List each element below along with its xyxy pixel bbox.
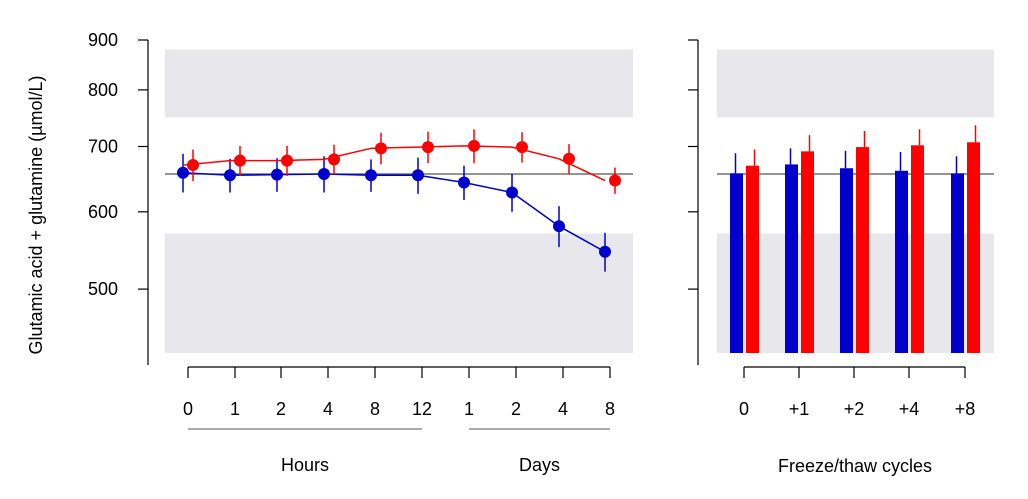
x-axis-label: Freeze/thaw cycles bbox=[778, 456, 932, 476]
group-label: Days bbox=[519, 455, 560, 475]
red-point bbox=[375, 142, 387, 155]
group-label: Hours bbox=[281, 455, 329, 475]
red-point bbox=[422, 141, 434, 154]
blue-point bbox=[506, 186, 518, 199]
blue-bar bbox=[785, 164, 798, 353]
red-bar bbox=[856, 147, 869, 353]
x-tick-label: 1 bbox=[464, 399, 474, 419]
right-band-low bbox=[717, 233, 994, 353]
x-tick-label: 0 bbox=[183, 399, 193, 419]
right-panel: 0 +1 +2 +4 +8 Freeze/thaw cycles bbox=[688, 39, 994, 476]
x-tick-label: 8 bbox=[370, 399, 380, 419]
blue-bar bbox=[895, 170, 908, 353]
blue-point bbox=[365, 169, 377, 182]
red-point bbox=[187, 159, 199, 172]
blue-point bbox=[599, 245, 611, 258]
y-tick-label: 800 bbox=[88, 80, 118, 100]
x-tick-label: +8 bbox=[955, 399, 976, 419]
blue-point bbox=[177, 166, 189, 179]
red-point bbox=[468, 139, 480, 152]
red-point bbox=[234, 154, 246, 167]
x-tick-label: 0 bbox=[739, 399, 749, 419]
left-band-high bbox=[165, 49, 633, 118]
right-band-high bbox=[717, 49, 994, 118]
blue-bar bbox=[840, 168, 853, 353]
blue-point bbox=[458, 176, 470, 189]
blue-point bbox=[412, 169, 424, 182]
y-tick-label: 500 bbox=[88, 279, 118, 299]
red-series-line bbox=[182, 145, 606, 182]
x-tick-label: 4 bbox=[323, 399, 333, 419]
y-tick-label: 600 bbox=[88, 202, 118, 222]
left-band-low bbox=[165, 233, 633, 353]
red-bar bbox=[911, 145, 924, 353]
blue-point bbox=[553, 220, 565, 233]
x-tick-label: 2 bbox=[511, 399, 521, 419]
x-tick-label: 8 bbox=[605, 399, 615, 419]
red-point bbox=[516, 141, 528, 154]
red-bar bbox=[967, 142, 980, 353]
blue-point bbox=[318, 168, 330, 181]
y-axis-label: Glutamic acid + glutamine (µmol/L) bbox=[26, 76, 46, 355]
red-point bbox=[328, 153, 340, 166]
red-bar bbox=[746, 165, 759, 353]
x-tick-label: 4 bbox=[558, 399, 568, 419]
x-tick-label: +4 bbox=[899, 399, 920, 419]
x-tick-label: 1 bbox=[230, 399, 240, 419]
blue-bar bbox=[730, 173, 743, 353]
red-point bbox=[281, 154, 293, 167]
x-tick-label: +1 bbox=[789, 399, 810, 419]
x-tick-label: 2 bbox=[276, 399, 286, 419]
blue-point bbox=[271, 168, 283, 181]
blue-point bbox=[224, 169, 236, 182]
red-point bbox=[563, 152, 575, 165]
blue-series-line bbox=[182, 171, 606, 253]
blue-bar bbox=[951, 173, 964, 353]
x-tick-label: +2 bbox=[844, 399, 865, 419]
y-tick-label: 900 bbox=[88, 30, 118, 50]
red-bar bbox=[801, 151, 814, 353]
x-tick-label: 12 bbox=[412, 399, 432, 419]
red-point bbox=[609, 174, 621, 187]
y-tick-label: 700 bbox=[88, 136, 118, 156]
